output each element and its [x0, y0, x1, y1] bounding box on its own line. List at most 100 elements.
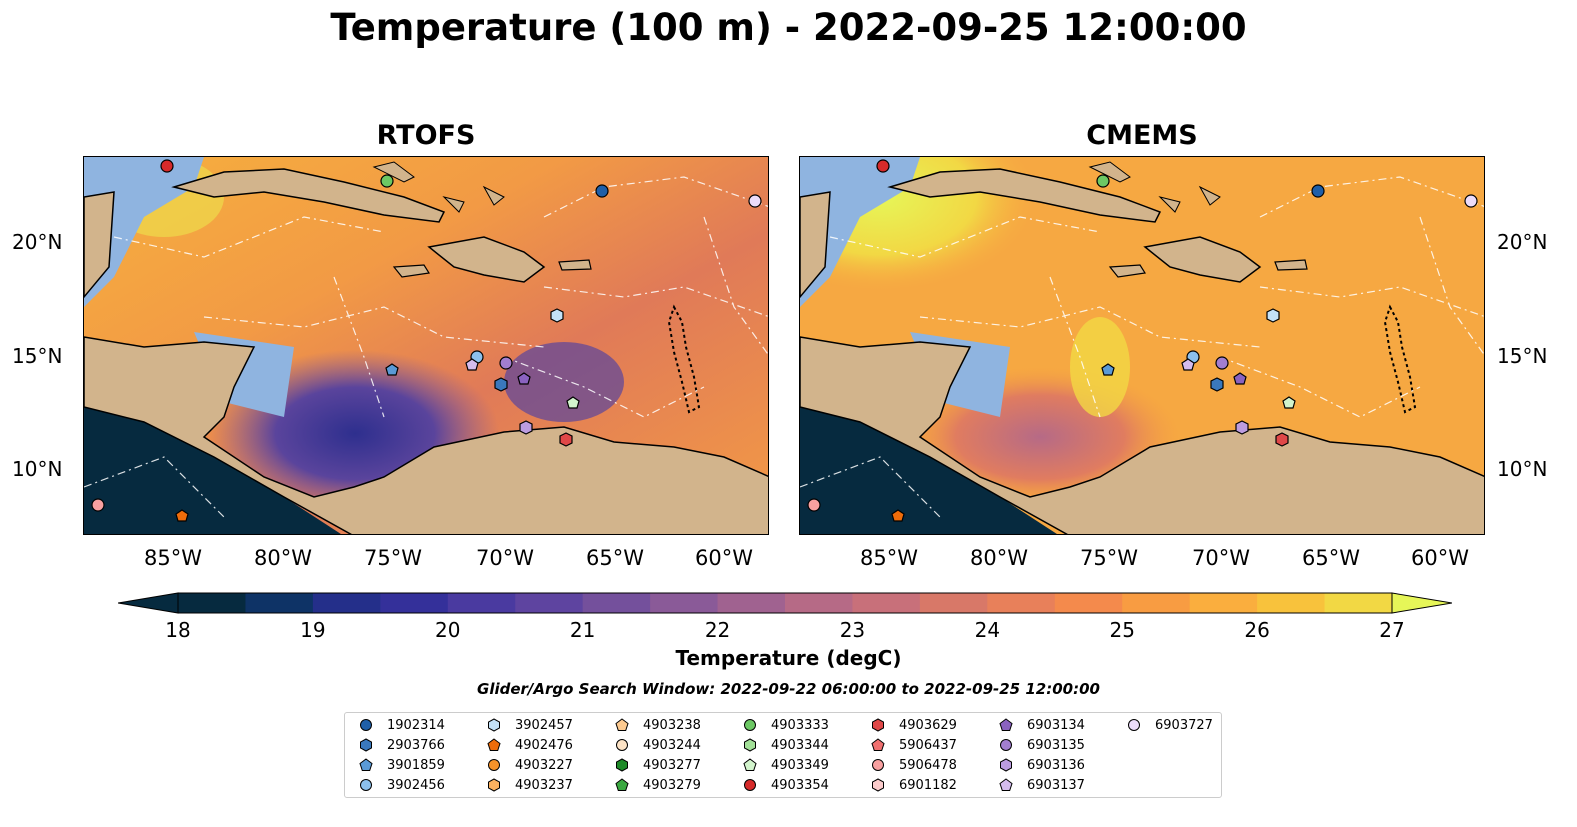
marker-4903354 — [876, 159, 890, 173]
eez-boundaries — [84, 176, 768, 518]
legend-item: 3902456 — [359, 775, 445, 795]
float-markers — [91, 159, 762, 522]
lat-label-10n-right: 10°N — [1497, 457, 1548, 481]
circle-marker-icon — [360, 719, 372, 731]
pentagon-marker-icon — [871, 738, 885, 751]
legend-item: 6903727 — [1127, 715, 1213, 735]
lon-label-60w: 60°W — [695, 546, 753, 570]
marker-6903136 — [1235, 420, 1249, 435]
pacific-water — [800, 407, 1057, 534]
legend-item: 1902314 — [359, 715, 445, 735]
colorbar-segment — [987, 593, 1056, 613]
circle-marker-icon — [1000, 739, 1012, 751]
lon-label-65w: 65°W — [586, 546, 644, 570]
land-central-america — [84, 191, 768, 534]
marker-4902476 — [175, 509, 189, 522]
land-central-america — [800, 191, 1484, 534]
marker-6903727 — [1464, 194, 1478, 208]
legend-item: 3902457 — [487, 715, 573, 735]
circle-marker-icon — [744, 779, 756, 791]
pentagon-marker-icon — [487, 738, 501, 751]
lon-label-65w: 65°W — [1302, 546, 1360, 570]
legend-item: 4902476 — [487, 735, 573, 755]
legend-item: 6901182 — [871, 775, 957, 795]
land-cuba — [171, 168, 446, 223]
colorbar-segment — [717, 593, 786, 613]
colorbar-frame — [177, 592, 1393, 614]
legend-label: 4903354 — [771, 777, 829, 793]
colorbar-tick-label: 18 — [165, 618, 191, 642]
circle-marker-icon — [744, 719, 756, 731]
float-markers — [807, 159, 1478, 522]
land-cuba — [887, 168, 1162, 223]
legend-label: 6903727 — [1155, 717, 1213, 733]
lon-label-75w: 75°W — [1080, 546, 1138, 570]
marker-6903135 — [1215, 356, 1229, 370]
colorbar-segment — [785, 593, 853, 613]
legend-item: 4903244 — [615, 735, 701, 755]
colorbar-segment — [1054, 593, 1123, 613]
marker-4903333 — [380, 174, 394, 188]
legend-item: 5906437 — [871, 735, 957, 755]
land-puerto-rico — [558, 259, 592, 271]
colorbar-tick-label: 20 — [435, 618, 461, 642]
eez-boundaries — [800, 176, 1484, 518]
marker-3902457 — [1266, 308, 1280, 323]
legend-item: 6903137 — [999, 775, 1085, 795]
colorbar-segment — [1257, 593, 1326, 613]
marker-5906478 — [91, 498, 105, 512]
hexagon-marker-icon — [744, 738, 756, 752]
circle-marker-icon — [488, 759, 500, 771]
colorbar — [118, 592, 1452, 614]
lon-label-85w: 85°W — [860, 546, 918, 570]
pentagon-marker-icon — [999, 718, 1013, 731]
marker-4903354 — [160, 159, 174, 173]
marker-1902314 — [1311, 184, 1325, 198]
legend-item: 4903629 — [871, 715, 957, 735]
figure-title: Temperature (100 m) - 2022-09-25 12:00:0… — [330, 6, 1247, 49]
marker-2903766 — [494, 377, 508, 392]
marker-4903333 — [1096, 174, 1110, 188]
lat-label-10n-left: 10°N — [12, 457, 63, 481]
colorbar-label: Temperature (degC) — [675, 646, 902, 670]
land-jamaica — [392, 264, 430, 278]
marker-2903766 — [1210, 377, 1224, 392]
land-bahamas — [1088, 161, 1221, 213]
map-panel-rtofs[interactable] — [83, 156, 769, 535]
legend-label: 5906478 — [899, 757, 957, 773]
legend-item: 4903227 — [487, 755, 573, 775]
lon-label-85w: 85°W — [144, 546, 202, 570]
lat-label-20n-left: 20°N — [12, 230, 63, 254]
legend-label: 3902456 — [387, 777, 445, 793]
legend-item: 4903354 — [743, 775, 829, 795]
marker-4903349 — [1282, 396, 1296, 409]
marker-4902476 — [891, 509, 905, 522]
legend-item: 3901859 — [359, 755, 445, 775]
colorbar-segment — [1189, 593, 1258, 613]
circle-marker-icon — [1128, 719, 1140, 731]
marker-6903134 — [517, 372, 531, 385]
legend-label: 4903277 — [643, 757, 701, 773]
hexagon-marker-icon — [616, 758, 628, 772]
hexagon-marker-icon — [1000, 758, 1012, 772]
rtofs-map-svg — [84, 157, 768, 534]
colorbar-tick-label: 27 — [1379, 618, 1405, 642]
legend-item: 4903349 — [743, 755, 829, 775]
panel-title-cmems: CMEMS — [1086, 120, 1198, 151]
marker-3901859 — [385, 363, 399, 376]
lon-label-80w: 80°W — [254, 546, 312, 570]
pentagon-marker-icon — [615, 778, 629, 791]
land-lesser-antilles — [667, 304, 701, 414]
hexagon-marker-icon — [360, 738, 372, 752]
legend-label: 4903279 — [643, 777, 701, 793]
float-legend: 1902314 2903766 3901859 3902456 3902457 49024… — [344, 712, 1222, 798]
marker-6903135 — [499, 356, 513, 370]
legend-label: 4903244 — [643, 737, 701, 753]
panel-title-rtofs: RTOFS — [376, 120, 476, 151]
land-lesser-antilles — [1383, 304, 1417, 414]
search-window-text: Glider/Argo Search Window: 2022-09-22 06… — [477, 680, 1100, 698]
circle-marker-icon — [872, 759, 884, 771]
legend-label: 3902457 — [515, 717, 573, 733]
map-panel-cmems[interactable] — [799, 156, 1485, 535]
pentagon-marker-icon — [999, 778, 1013, 791]
